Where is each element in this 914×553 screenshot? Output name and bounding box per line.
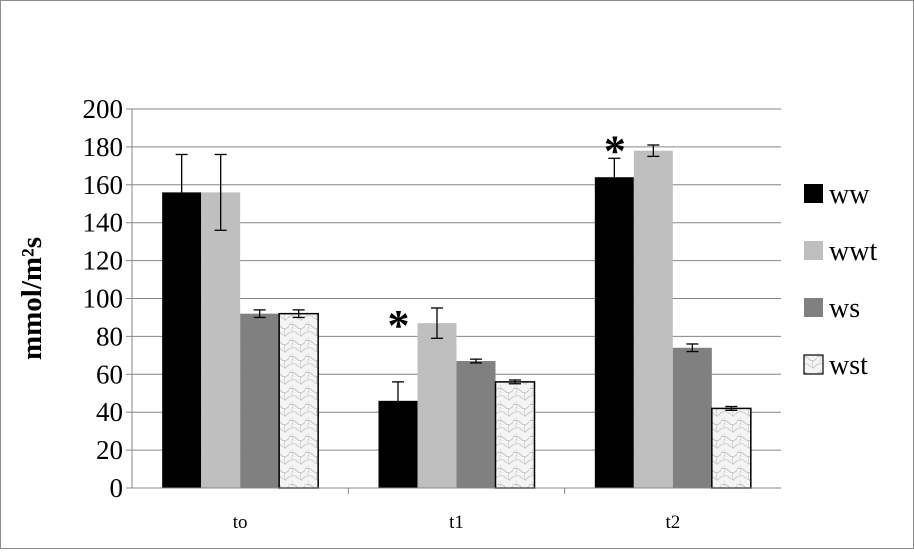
- y-tick-label: 200: [83, 94, 124, 124]
- bar-wst-t1: [494, 381, 536, 489]
- bar-ws-t2: [672, 347, 712, 488]
- bar-wst-t2: [711, 407, 752, 489]
- y-tick-label: 60: [96, 359, 123, 389]
- y-tick-label: 160: [83, 170, 124, 200]
- bars: [162, 144, 752, 489]
- y-tick-label: 20: [96, 435, 123, 465]
- legend-label-wwt: wwt: [829, 236, 877, 267]
- bar-ww-to: [162, 192, 202, 488]
- bar-ww-t2: [594, 177, 634, 488]
- legend-swatch-ww: [804, 184, 823, 203]
- x-tick-label: to: [233, 512, 248, 533]
- y-tick-label: 120: [83, 246, 124, 276]
- bar-wwt-t2: [633, 150, 673, 488]
- significance-asterisk: *: [604, 127, 626, 176]
- legend: ww wwt ws wst: [803, 179, 877, 381]
- legend-swatch-wst: [803, 354, 824, 375]
- bar-wwt-t1: [417, 323, 457, 488]
- y-tick-label: 80: [96, 321, 123, 351]
- legend-label-ww: ww: [829, 179, 870, 210]
- y-axis-title: mmol/m²s: [16, 237, 48, 360]
- bar-ws-t1: [456, 361, 496, 488]
- labels: 0 20 40 60 80 100 120 140 160 180 200 to t1 t2 mmol/m²…: [16, 94, 680, 533]
- legend-label-wst: wst: [829, 350, 868, 381]
- bar-wst-to: [278, 312, 319, 489]
- bar-ws-to: [240, 313, 280, 488]
- significance-asterisk: *: [388, 301, 410, 350]
- bar-wwt-to: [201, 192, 241, 488]
- y-tick-label: 0: [110, 473, 124, 503]
- x-tick-label: t1: [449, 512, 464, 533]
- y-tick-label: 140: [83, 208, 124, 238]
- y-tick-label: 40: [96, 397, 123, 427]
- legend-swatch-ws: [804, 298, 823, 317]
- axes: [126, 108, 781, 494]
- x-tick-label: t2: [665, 512, 680, 533]
- legend-swatch-wwt: [804, 241, 823, 260]
- legend-label-ws: ws: [829, 293, 860, 324]
- y-tick-label: 100: [83, 284, 124, 314]
- y-tick-label: 180: [83, 132, 124, 162]
